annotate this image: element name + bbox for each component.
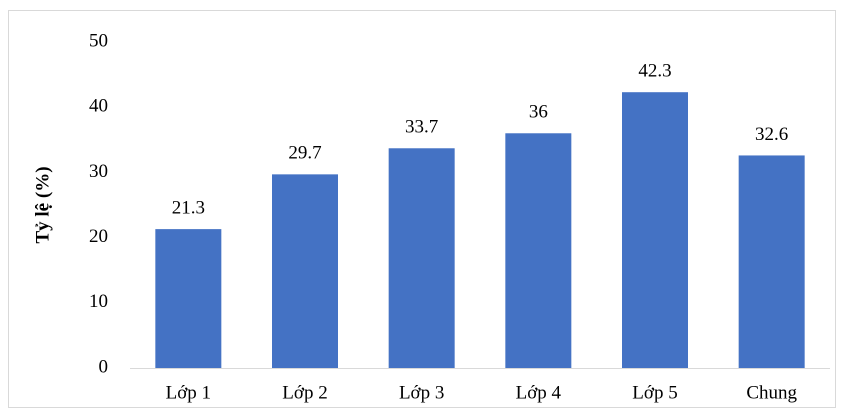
data-label: 21.3 xyxy=(172,197,205,218)
bar xyxy=(505,133,572,368)
x-axis-ticks: Lớp 1 Lớp 2 Lớp 3 Lớp 4 Lớp 5 Chung xyxy=(166,382,798,403)
bar xyxy=(622,92,688,368)
bar xyxy=(738,155,805,368)
x-tick-label: Lớp 2 xyxy=(282,382,327,403)
y-axis-title-group: Tỷ lệ (%) xyxy=(32,166,53,243)
x-tick-label: Lớp 4 xyxy=(516,382,562,403)
data-labels: 21.3 29.7 33.7 36 42.3 32.6 xyxy=(172,61,789,219)
y-tick-label: 40 xyxy=(89,96,108,117)
y-tick-label: 0 xyxy=(99,356,109,377)
y-axis-ticks: 0 10 20 30 40 50 xyxy=(89,30,108,377)
x-tick-label: Lớp 1 xyxy=(166,382,211,403)
y-axis-title: Tỷ lệ (%) xyxy=(32,166,53,243)
data-label: 42.3 xyxy=(638,61,671,82)
x-tick-label: Chung xyxy=(746,382,797,403)
bar xyxy=(155,229,222,368)
bar xyxy=(272,174,338,368)
x-tick-label: Lớp 3 xyxy=(399,382,444,403)
data-label: 33.7 xyxy=(405,117,438,138)
data-label: 36 xyxy=(529,102,548,123)
data-label: 32.6 xyxy=(755,124,788,145)
y-tick-label: 20 xyxy=(89,226,108,247)
data-label: 29.7 xyxy=(288,143,321,164)
x-tick-label: Lớp 5 xyxy=(632,382,677,403)
y-tick-label: 10 xyxy=(89,291,108,312)
bars xyxy=(155,92,805,368)
y-tick-label: 30 xyxy=(89,161,108,182)
bar xyxy=(388,148,455,368)
y-tick-label: 50 xyxy=(89,30,108,51)
